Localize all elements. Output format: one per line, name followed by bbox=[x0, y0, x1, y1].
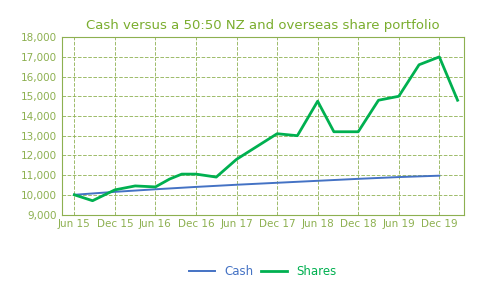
Shares bbox=[179, 172, 185, 176]
Shares bbox=[112, 188, 118, 192]
Legend: Cash, Shares: Cash, Shares bbox=[185, 261, 341, 283]
Cash bbox=[234, 183, 239, 186]
Shares bbox=[396, 95, 402, 98]
Shares bbox=[294, 134, 300, 137]
Cash bbox=[396, 175, 402, 179]
Cash bbox=[112, 190, 118, 194]
Title: Cash versus a 50:50 NZ and overseas share portfolio: Cash versus a 50:50 NZ and overseas shar… bbox=[86, 19, 440, 32]
Cash bbox=[315, 179, 321, 182]
Shares bbox=[193, 172, 199, 176]
Cash bbox=[71, 193, 77, 196]
Line: Shares: Shares bbox=[74, 57, 457, 201]
Cash bbox=[355, 177, 361, 180]
Shares bbox=[90, 199, 96, 202]
Shares bbox=[254, 145, 260, 148]
Shares bbox=[234, 158, 239, 161]
Cash bbox=[193, 185, 199, 189]
Shares bbox=[436, 55, 442, 59]
Line: Cash: Cash bbox=[74, 176, 439, 195]
Shares bbox=[132, 184, 138, 188]
Shares bbox=[355, 130, 361, 134]
Shares bbox=[331, 130, 337, 134]
Shares bbox=[376, 98, 381, 102]
Cash bbox=[436, 174, 442, 177]
Shares bbox=[274, 132, 280, 136]
Shares bbox=[213, 175, 219, 179]
Shares bbox=[455, 98, 460, 102]
Shares bbox=[416, 63, 422, 66]
Shares bbox=[152, 185, 158, 189]
Shares bbox=[71, 193, 77, 196]
Shares bbox=[167, 177, 173, 181]
Cash bbox=[152, 188, 158, 191]
Cash bbox=[274, 181, 280, 184]
Shares bbox=[315, 100, 321, 103]
